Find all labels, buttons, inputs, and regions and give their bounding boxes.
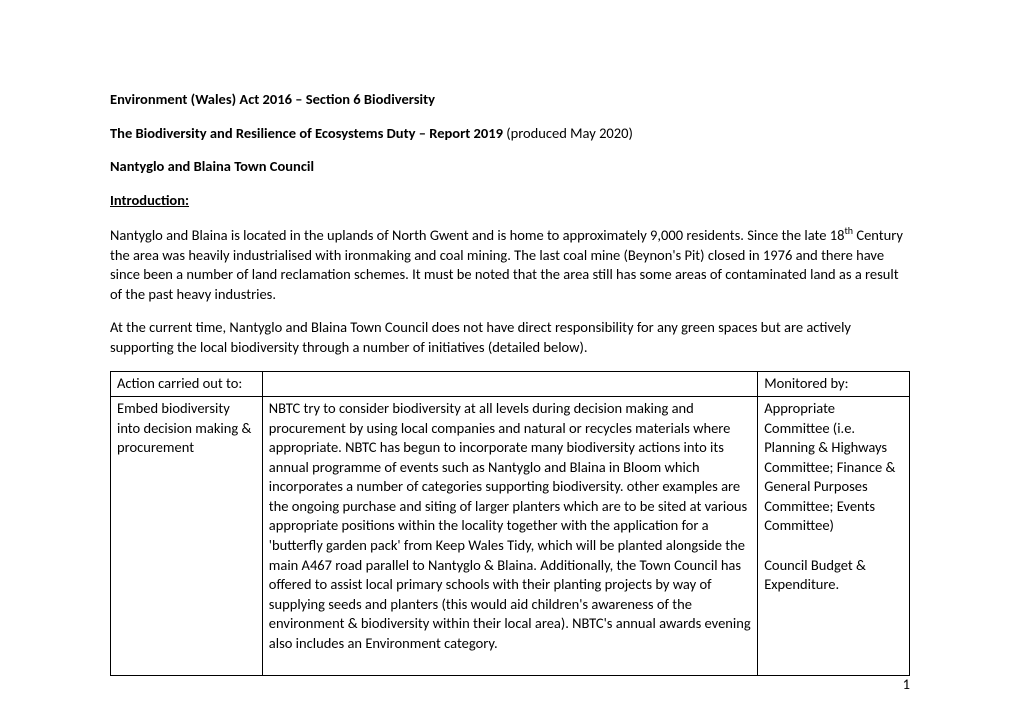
cell-action: Embed biodiversity into decision making … [111, 397, 263, 676]
page-number: 1 [903, 675, 910, 693]
doc-title-2: The Biodiversity and Resilience of Ecosy… [110, 124, 910, 144]
intro-paragraph-1: Nantyglo and Blaina is located in the up… [110, 224, 910, 304]
doc-title-1: Environment (Wales) Act 2016 – Section 6… [110, 90, 910, 110]
intro-paragraph-2: At the current time, Nantyglo and Blaina… [110, 318, 910, 357]
cell-monitored: Appropriate Committee (i.e. Planning & H… [758, 397, 910, 676]
intro-p1-sup: th [844, 224, 853, 237]
doc-title-2-bold: The Biodiversity and Resilience of Ecosy… [110, 124, 506, 142]
cell-description: NBTC try to consider biodiversity at all… [262, 397, 757, 676]
cell-monitored-a: Appropriate Committee (i.e. Planning & H… [764, 399, 895, 534]
header-monitored: Monitored by: [758, 372, 910, 397]
header-blank [262, 372, 757, 397]
intro-p1-a: Nantyglo and Blaina is located in the up… [110, 226, 844, 244]
council-name: Nantyglo and Blaina Town Council [110, 157, 910, 177]
introduction-heading: Introduction: [110, 191, 910, 211]
actions-table: Action carried out to: Monitored by: Emb… [110, 371, 910, 675]
cell-monitored-b: Council Budget & Expenditure. [764, 556, 866, 594]
doc-title-2-rest: (produced May 2020) [506, 124, 633, 142]
cell-description-text: NBTC try to consider biodiversity at all… [269, 399, 751, 652]
table-header-row: Action carried out to: Monitored by: [111, 372, 910, 397]
header-action: Action carried out to: [111, 372, 263, 397]
table-row: Embed biodiversity into decision making … [111, 397, 910, 676]
